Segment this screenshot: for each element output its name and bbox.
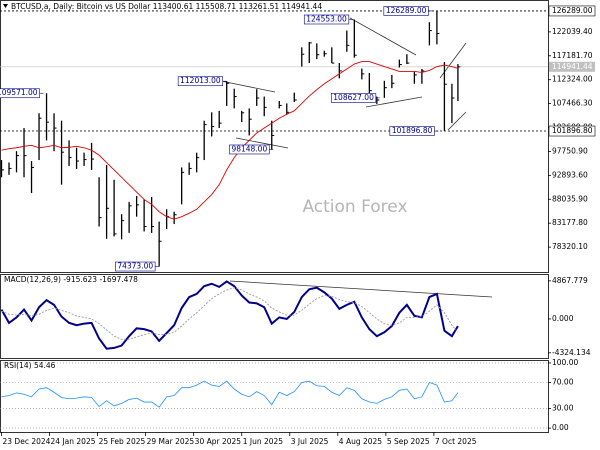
x-tick-label: 7 Oct 2025 bbox=[435, 437, 477, 446]
annotation-label: 101896.80 bbox=[392, 126, 433, 135]
chart-title: BTCUSD,a, Daily: Bitcoin vs US Dollar 11… bbox=[11, 2, 322, 11]
annotation-label: 126289.00 bbox=[386, 6, 427, 15]
watermark: Action Forex bbox=[302, 197, 407, 217]
macd-line bbox=[1, 287, 459, 340]
y-tick-label: 70.00 bbox=[552, 377, 574, 386]
rsi-title: RSI(14) 54.46 bbox=[4, 361, 56, 370]
x-tick-label: 5 Sep 2025 bbox=[387, 437, 430, 446]
rsi-line bbox=[1, 380, 459, 408]
x-tick-label: 24 Jan 2025 bbox=[51, 437, 96, 446]
rsi-panel bbox=[0, 360, 549, 433]
title-icon bbox=[3, 4, 8, 8]
y-tick-label: 112324.00 bbox=[552, 75, 593, 84]
annotation-label: 124553.00 bbox=[306, 14, 347, 23]
last-price-label: 114941.44 bbox=[552, 62, 593, 71]
y-tick-label: 97750.90 bbox=[552, 146, 588, 155]
x-tick-label: 3 Jul 2025 bbox=[291, 437, 329, 446]
y-tick-label: 122039.40 bbox=[552, 27, 593, 36]
moving-average bbox=[1, 61, 459, 220]
annotation-label: 98148.00 bbox=[231, 144, 267, 153]
y-tick-label: 0.000 bbox=[552, 314, 574, 323]
y-tick-label: 0.00 bbox=[552, 423, 569, 432]
level-label: 126289.00 bbox=[552, 6, 593, 15]
y-tick-label: 83177.80 bbox=[552, 218, 588, 227]
annotation-label: 112013.00 bbox=[180, 76, 221, 85]
annotation-label: 109571.00 bbox=[0, 88, 38, 97]
x-tick-label: 30 Apr 2025 bbox=[195, 437, 242, 446]
y-tick-label: 88035.90 bbox=[552, 194, 588, 203]
x-tick-label: 1 Jun 2025 bbox=[243, 437, 284, 446]
level-box bbox=[548, 5, 596, 17]
last-price-box bbox=[549, 61, 595, 72]
y-tick-label: 78320.10 bbox=[552, 242, 588, 251]
macd-line bbox=[0, 280, 459, 350]
y-tick-label: 100.00 bbox=[552, 358, 578, 367]
trendlines bbox=[220, 17, 493, 298]
y-tick-label: 92893.60 bbox=[552, 170, 588, 179]
y-tick-label: 30.00 bbox=[552, 404, 574, 413]
y-tick-label: 107466.30 bbox=[552, 99, 593, 108]
y-tick-label: -4324.134 bbox=[552, 348, 591, 357]
x-tick-label: 29 Mar 2025 bbox=[147, 437, 195, 446]
main-panel bbox=[0, 0, 549, 273]
macd-panel bbox=[0, 274, 549, 359]
y-tick-label: 4867.779 bbox=[552, 276, 588, 285]
level-label: 101896.80 bbox=[552, 126, 593, 135]
annotation-label: 74373.00 bbox=[117, 262, 153, 271]
macd-title: MACD(12,26,9) -915.623 -1697.478 bbox=[4, 275, 138, 284]
x-tick-label: 4 Aug 2025 bbox=[339, 437, 382, 446]
level-box bbox=[548, 125, 596, 137]
y-tick-label: 117181.70 bbox=[552, 51, 593, 60]
x-tick-label: 23 Dec 2024 bbox=[3, 437, 51, 446]
annotation-label: 108627.00 bbox=[333, 93, 374, 102]
x-tick-label: 25 Feb 2025 bbox=[99, 437, 146, 446]
